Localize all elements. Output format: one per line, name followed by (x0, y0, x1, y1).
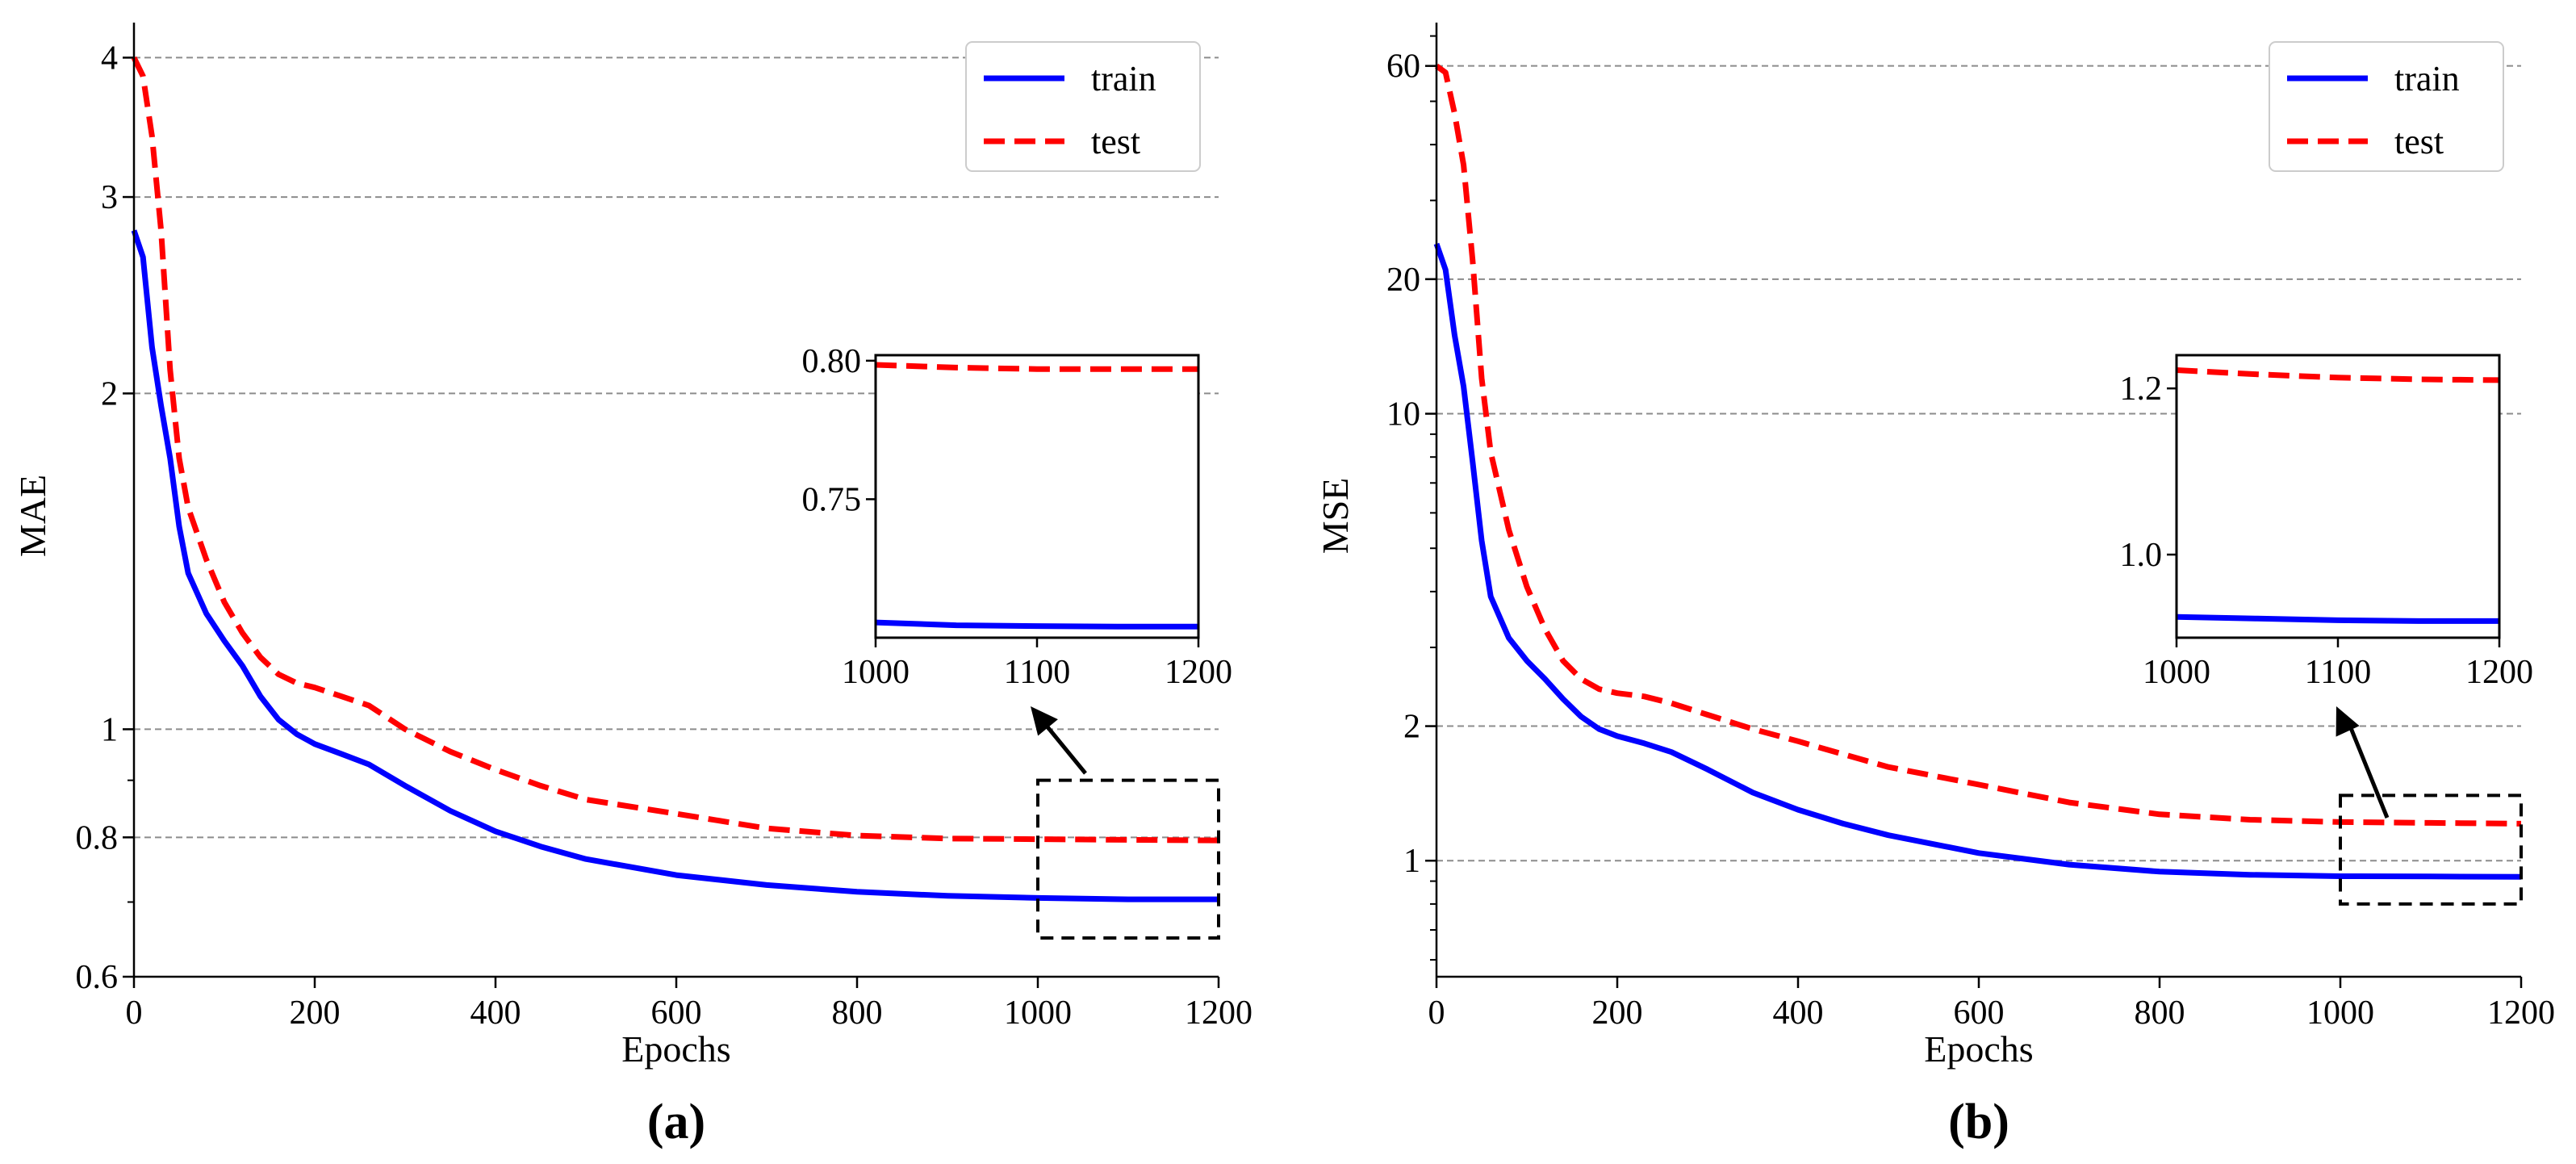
inset-x-tick-label: 1200 (2465, 654, 2533, 691)
inset-background (2177, 355, 2499, 638)
y-tick-label: 4 (101, 40, 118, 77)
zoom-box (2339, 793, 2523, 906)
legend-box (2269, 41, 2504, 172)
zoom-arrow-shaft (2345, 719, 2390, 819)
panel-a: 0.6 0.8 1 2 3 4 0 200 400 600 800 1000 1200 Epochs MAE… (12, 23, 1252, 1149)
x-tick-label: 600 (1954, 994, 2005, 1032)
zoom-box (1036, 778, 1220, 940)
inset-axes: 1.0 1.2 1000 1100 1200 (2120, 354, 2533, 691)
x-tick-label: 0 (1428, 994, 1445, 1032)
inset-x-tick-label: 1100 (2305, 654, 2371, 691)
zoom-arrow-shaft (1040, 718, 1087, 775)
legend-label-train: train (1091, 59, 1156, 98)
series-line-test (131, 56, 1219, 844)
zoom-arrow-head (1031, 706, 1058, 736)
x-tick-label: 200 (290, 994, 341, 1032)
y-tick-label: 3 (101, 179, 118, 216)
x-tick-label: 1000 (2306, 994, 2374, 1032)
inset-series-line-train (875, 619, 1198, 630)
inset-background (876, 355, 1198, 638)
y-tick-label: 60 (1386, 48, 1420, 86)
inset-y-tick-label: 1.0 (2120, 537, 2163, 574)
x-tick-label: 800 (832, 994, 883, 1032)
legend-label-test: test (2394, 122, 2444, 161)
inset-series-line-test (2176, 367, 2500, 383)
legend-label-train: train (2394, 59, 2460, 98)
y-tick-label: 1 (101, 711, 118, 748)
inset-x-tick-label: 1200 (1165, 654, 1232, 691)
legend-label-test: test (1091, 122, 1140, 161)
series-line-test (1434, 63, 2522, 827)
x-tick-label: 1200 (2487, 994, 2555, 1032)
y-tick-label: 20 (1386, 262, 1420, 299)
inset-x-tick-label: 1100 (1004, 654, 1070, 691)
x-axis-label: Epochs (1924, 1028, 2033, 1070)
y-tick-label: 2 (101, 375, 118, 412)
panel-label: (b) (1948, 1095, 2009, 1149)
x-tick-label: 1200 (1185, 994, 1252, 1032)
y-tick-label: 10 (1386, 396, 1420, 433)
x-tick-label: 1000 (1004, 994, 1072, 1032)
zoom-arrow-head (2336, 706, 2360, 737)
x-tick-label: 0 (126, 994, 143, 1032)
x-tick-label: 800 (2135, 994, 2185, 1032)
inset-x-tick-label: 1000 (2143, 654, 2210, 691)
y-tick-label: 1 (1403, 843, 1420, 880)
x-tick-label: 200 (1592, 994, 1643, 1032)
inset-series-line-train (2176, 613, 2499, 624)
y-tick-label: 0.8 (76, 819, 119, 856)
x-tick-label: 600 (651, 994, 702, 1032)
y-axis-label: MAE (12, 475, 53, 557)
inset-axes: 0.75 0.80 1000 1100 1200 (802, 343, 1233, 691)
x-tick-label: 400 (1773, 994, 1824, 1032)
legend-box (965, 41, 1201, 172)
y-tick-label: 0.6 (76, 959, 119, 996)
series-line-train (1433, 242, 2522, 880)
panel-label: (a) (647, 1095, 705, 1149)
inset-y-tick-label: 1.2 (2120, 371, 2163, 408)
x-axis-label: Epochs (621, 1028, 730, 1070)
inset-series-line-test (875, 362, 1198, 372)
series-line-train (131, 229, 1219, 902)
y-tick-label: 2 (1403, 709, 1420, 746)
y-axis-label: MSE (1315, 478, 1356, 555)
inset-y-tick-label: 0.75 (802, 481, 862, 518)
inset-x-tick-label: 1000 (842, 654, 910, 691)
x-tick-label: 400 (470, 994, 521, 1032)
inset-y-tick-label: 0.80 (802, 343, 862, 380)
